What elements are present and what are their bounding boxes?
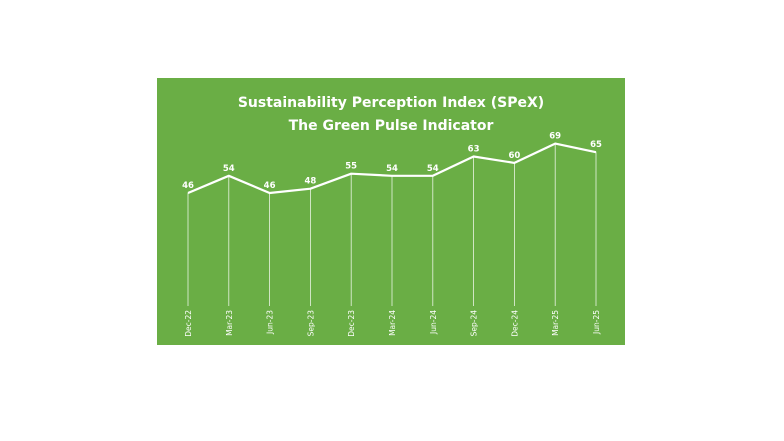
x-tick-label: Sep-24 <box>470 310 479 337</box>
x-tick-label: Mar-25 <box>551 310 560 336</box>
data-label: 55 <box>345 162 357 172</box>
chart-subtitle: The Green Pulse Indicator <box>289 118 494 134</box>
x-tick-label: Sep-23 <box>306 310 315 337</box>
x-tick-label: Dec-23 <box>347 310 356 337</box>
x-axis-tick-labels: Dec-22 Mar-23 Jun-23 Sep-23 Dec-23 Mar-24 Jun-… <box>184 310 601 337</box>
data-label: 54 <box>386 164 398 174</box>
drop-lines <box>187 143 597 306</box>
data-label: 48 <box>304 177 316 187</box>
data-label: 46 <box>264 181 276 191</box>
chart-svg: Sustainability Perception Index (SPeX) T… <box>182 95 602 337</box>
x-tick-label: Jun-25 <box>592 310 601 335</box>
x-tick-label: Mar-24 <box>388 310 397 336</box>
data-label: 63 <box>468 144 480 154</box>
data-label: 54 <box>427 164 439 174</box>
series-line <box>187 142 597 195</box>
x-tick-label: Jun-23 <box>266 310 275 335</box>
x-tick-label: Dec-22 <box>184 310 193 337</box>
chart-title: Sustainability Perception Index (SPeX) <box>238 95 544 111</box>
data-label: 54 <box>223 164 235 174</box>
chart-panel: Sustainability Perception Index (SPeX) T… <box>157 78 625 345</box>
x-tick-label: Mar-23 <box>225 310 234 336</box>
x-tick-label: Jun-24 <box>429 310 438 335</box>
data-label: 60 <box>508 151 520 161</box>
point-labels: 46 54 46 48 55 54 54 63 60 69 65 <box>182 132 602 191</box>
data-label: 69 <box>549 132 561 142</box>
x-tick-label: Dec-24 <box>510 310 519 337</box>
data-label: 65 <box>590 140 602 150</box>
data-label: 46 <box>182 181 194 191</box>
